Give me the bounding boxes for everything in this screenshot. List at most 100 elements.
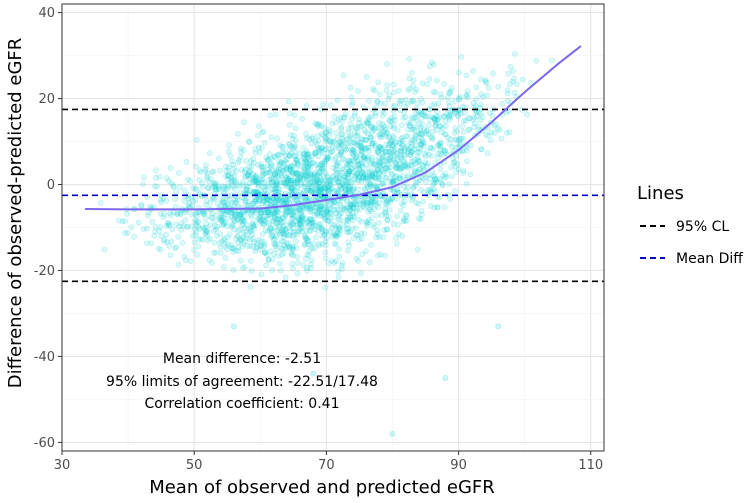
data-point <box>220 264 227 271</box>
data-point <box>406 75 413 82</box>
data-point <box>440 172 446 179</box>
data-point <box>274 240 281 247</box>
data-point <box>381 227 388 233</box>
data-point <box>307 205 313 212</box>
data-point <box>247 211 254 218</box>
data-point <box>384 198 390 205</box>
data-point <box>275 216 282 223</box>
data-point <box>320 165 327 171</box>
data-point <box>164 220 171 227</box>
data-point <box>365 177 372 184</box>
data-point <box>303 264 310 271</box>
data-point <box>124 229 131 236</box>
data-point <box>334 222 341 229</box>
data-point <box>278 170 285 176</box>
data-point <box>260 238 267 245</box>
data-point <box>220 210 226 217</box>
data-point <box>485 132 491 139</box>
data-point <box>360 169 367 176</box>
data-point <box>337 114 344 121</box>
data-point <box>382 205 389 212</box>
data-point <box>315 179 322 186</box>
data-point <box>345 186 352 193</box>
data-point <box>163 175 170 181</box>
data-point <box>312 181 319 188</box>
data-point <box>416 177 423 184</box>
data-point <box>312 138 319 145</box>
data-point <box>286 243 293 250</box>
data-point <box>253 179 260 186</box>
data-point <box>348 134 355 141</box>
data-point <box>374 212 381 219</box>
data-point <box>390 81 397 88</box>
data-point <box>248 267 255 274</box>
data-point <box>264 252 270 258</box>
data-point <box>304 165 311 172</box>
data-point <box>205 237 212 244</box>
data-point <box>315 177 322 184</box>
data-point <box>376 174 382 181</box>
data-point <box>310 219 317 226</box>
data-point <box>345 129 352 136</box>
data-point <box>377 165 384 171</box>
data-point <box>266 169 273 176</box>
data-point <box>383 201 390 208</box>
data-point <box>305 155 312 162</box>
data-point <box>261 179 267 186</box>
data-point <box>221 220 227 227</box>
data-point <box>356 140 363 147</box>
data-point <box>438 94 445 101</box>
data-point <box>192 226 198 233</box>
data-point <box>258 189 265 196</box>
data-point <box>274 227 281 234</box>
data-point <box>236 226 243 233</box>
data-point <box>302 232 308 239</box>
data-point <box>297 217 304 224</box>
data-point <box>400 115 407 121</box>
data-point <box>386 118 393 125</box>
data-point <box>421 126 428 133</box>
data-point <box>471 120 478 127</box>
data-point <box>321 215 328 222</box>
data-point <box>339 119 345 125</box>
data-point <box>371 199 378 206</box>
data-point <box>140 226 147 232</box>
data-point <box>397 107 404 114</box>
data-point <box>245 138 252 145</box>
data-point <box>263 213 270 220</box>
data-point <box>243 235 250 242</box>
data-point <box>285 98 292 105</box>
data-point <box>319 241 326 248</box>
data-point <box>377 133 383 140</box>
data-point <box>311 204 318 211</box>
data-point <box>295 216 302 222</box>
data-point <box>403 217 410 224</box>
data-point <box>320 231 327 238</box>
data-point <box>340 137 347 144</box>
data-point <box>315 179 322 185</box>
legend: Lines 95% CL Mean Diff <box>637 183 743 267</box>
data-point <box>393 156 400 162</box>
data-point <box>465 115 472 121</box>
data-point <box>307 170 314 177</box>
data-point <box>385 156 392 163</box>
data-point <box>446 117 453 123</box>
data-point <box>303 235 309 242</box>
data-point <box>252 145 259 152</box>
data-point <box>225 176 232 183</box>
data-point <box>406 56 413 62</box>
data-point <box>404 126 411 133</box>
data-point <box>378 145 385 152</box>
data-point <box>200 210 206 217</box>
data-point <box>385 213 392 220</box>
data-point <box>305 150 312 157</box>
data-point <box>390 148 397 154</box>
data-point <box>317 184 324 191</box>
data-point <box>444 135 451 141</box>
data-point <box>440 147 447 154</box>
data-point <box>344 216 351 223</box>
data-point <box>369 140 376 147</box>
data-point <box>418 115 424 122</box>
data-point <box>225 182 231 189</box>
data-point <box>302 180 308 187</box>
